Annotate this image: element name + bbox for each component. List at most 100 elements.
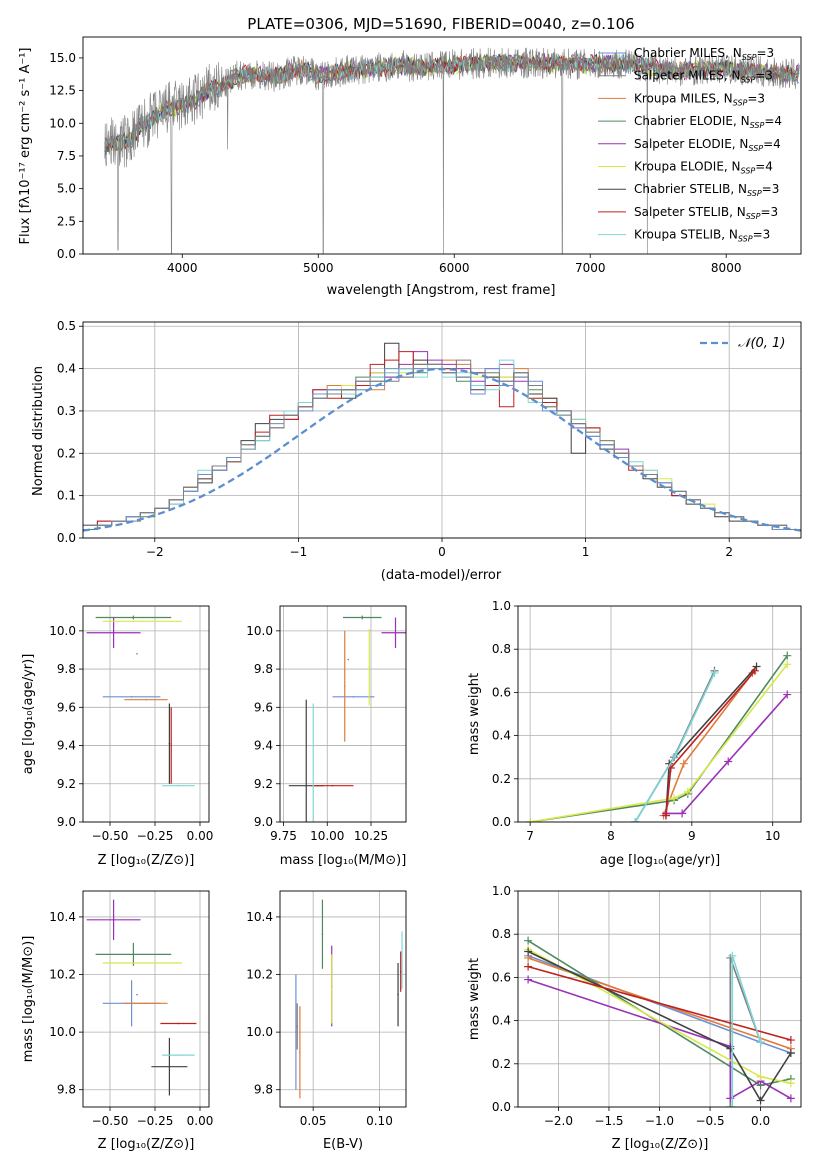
plus-marker bbox=[783, 651, 792, 660]
age-vs-z-panel: Z [log₁₀(Z/Z⊙)] age [log₁₀(age/yr)] −0.5… bbox=[21, 605, 214, 868]
x-tick-label: 2 bbox=[725, 545, 733, 559]
data-point bbox=[177, 1022, 180, 1025]
age-vs-z-frame bbox=[82, 605, 210, 823]
spectrum-frame bbox=[82, 36, 802, 255]
plus-marker bbox=[728, 1103, 737, 1107]
x-tick-label: −2 bbox=[146, 545, 164, 559]
data-point bbox=[145, 1002, 147, 1005]
y-tick-label: 0.1 bbox=[57, 489, 76, 503]
histogram-grid bbox=[83, 322, 801, 539]
y-tick-label: 9.8 bbox=[57, 662, 76, 676]
y-tick-label: 0.4 bbox=[492, 729, 511, 743]
plus-marker bbox=[726, 1103, 735, 1107]
x-tick-label: 0.00 bbox=[187, 829, 214, 843]
y-tick-label: 0.4 bbox=[492, 1014, 511, 1028]
data-point bbox=[343, 685, 346, 688]
age-vs-z-xlabel: Z [log₁₀(Z/Z⊙)] bbox=[98, 853, 195, 868]
x-tick-label: −0.25 bbox=[137, 829, 174, 843]
mass-vs-z-panel: Z [log₁₀(Z/Z⊙)] mass [log₁₀(M/M⊙)] −0.50… bbox=[21, 890, 213, 1152]
mass-weight-line bbox=[666, 694, 788, 815]
data-point bbox=[132, 616, 135, 619]
age-vs-mass-plot bbox=[288, 615, 406, 822]
data-point bbox=[141, 620, 144, 623]
y-tick-label: 12.5 bbox=[49, 84, 76, 98]
x-tick-label: 8000 bbox=[711, 261, 742, 275]
mass-vs-z-ylabel: mass [log₁₀(M/M⊙)] bbox=[21, 936, 36, 1063]
plus-marker bbox=[671, 751, 680, 760]
plus-marker bbox=[786, 1094, 795, 1103]
plus-marker bbox=[526, 818, 535, 822]
y-tick-label: 10.4 bbox=[49, 910, 76, 924]
plus-marker bbox=[750, 666, 759, 675]
massweight-vs-age-xlabel: age [log₁₀(age/yr)] bbox=[600, 853, 721, 868]
mass-vs-ebv-ticks: 0.05 0.10 9.8 10.0 10.2 10.4 bbox=[246, 910, 393, 1128]
histogram-ticks: −2 −1 0 1 2 0.0 0.1 0.2 0.3 0.4 0.5 bbox=[57, 319, 733, 559]
x-tick-label: 0.05 bbox=[300, 1114, 327, 1128]
data-point bbox=[347, 658, 350, 661]
x-tick-label: 10.25 bbox=[354, 829, 388, 843]
age-vs-mass-panel: mass [log₁₀(M/M⊙)] 9.75 10.00 10.259.09.29… bbox=[246, 605, 407, 868]
x-tick-label: −0.50 bbox=[92, 829, 129, 843]
y-tick-label: 15.0 bbox=[49, 51, 76, 65]
histogram-frame bbox=[82, 321, 802, 539]
y-tick-label: 9.2 bbox=[254, 777, 273, 791]
plus-marker bbox=[756, 1096, 765, 1105]
x-tick-label: 7 bbox=[526, 829, 534, 843]
mass-vs-z-xlabel: Z [log₁₀(Z/Z⊙)] bbox=[98, 1137, 195, 1152]
y-tick-label: 0.0 bbox=[492, 815, 511, 829]
spectrum-legend: Chabrier MILES, NSSP=3 Salpeter MILES, NS… bbox=[598, 46, 782, 244]
mass-weight-line bbox=[665, 665, 758, 816]
y-tick-label: 0.2 bbox=[492, 772, 511, 786]
histogram-step-line bbox=[83, 359, 801, 530]
massweight-vs-age-ticks: 7 8 9 10 0.0 0.2 0.4 0.6 0.8 1.0 bbox=[492, 599, 780, 843]
data-point bbox=[112, 631, 115, 634]
x-tick-label: 4000 bbox=[167, 261, 198, 275]
x-tick-label: 10.00 bbox=[310, 829, 344, 843]
x-tick-label: 9.75 bbox=[270, 829, 297, 843]
legend-entry-label: Kroupa ELODIE, NSSP=4 bbox=[634, 160, 773, 176]
histogram-ylabel: Normed distribution bbox=[31, 366, 46, 496]
age-vs-mass-frame bbox=[279, 605, 407, 823]
mass-weight-line bbox=[529, 663, 788, 822]
mass-vs-ebv-panel: E(B-V) 0.05 0.10 9.8 10.0 10.2 10.4 bbox=[246, 890, 407, 1152]
data-point bbox=[170, 744, 172, 747]
x-tick-label: 0.0 bbox=[751, 1114, 770, 1128]
y-tick-label: 0.6 bbox=[492, 970, 511, 984]
age-vs-z-grid bbox=[83, 606, 209, 823]
y-tick-label: 9.8 bbox=[254, 662, 273, 676]
data-point bbox=[177, 1054, 180, 1056]
data-point bbox=[321, 933, 324, 935]
age-vs-mass-xlabel: mass [log₁₀(M/M⊙)] bbox=[280, 853, 407, 868]
y-tick-label: 9.6 bbox=[57, 700, 76, 714]
legend-entry-label: Chabrier ELODIE, NSSP=4 bbox=[634, 114, 782, 130]
y-tick-label: 10.0 bbox=[49, 1025, 76, 1039]
mass-weight-line bbox=[529, 655, 788, 822]
legend-entry-label: Chabrier MILES, NSSP=3 bbox=[634, 46, 774, 62]
y-tick-label: 0.2 bbox=[57, 446, 76, 460]
massweight-vs-z-ylabel: mass weight bbox=[467, 958, 482, 1040]
plus-marker bbox=[679, 759, 688, 768]
y-tick-label: 10.4 bbox=[246, 910, 273, 924]
plus-marker bbox=[756, 1038, 765, 1047]
y-tick-label: 9.6 bbox=[254, 700, 273, 714]
data-point bbox=[296, 1025, 299, 1028]
data-point bbox=[136, 652, 138, 655]
age-vs-z-plot bbox=[86, 615, 195, 787]
data-point bbox=[136, 993, 138, 996]
spectrum-plot bbox=[104, 47, 800, 254]
y-tick-label: 0.8 bbox=[492, 642, 511, 656]
y-tick-label: 0.4 bbox=[57, 362, 76, 376]
plus-marker bbox=[783, 660, 792, 669]
data-point bbox=[331, 784, 334, 787]
x-tick-label: −0.50 bbox=[92, 1114, 129, 1128]
massweight-vs-z-ticks: −2.0 −1.5 −1.0 −0.5 0.0 0.0 0.2 0.4 0.6 0.8 1.0 bbox=[492, 884, 770, 1128]
mass-vs-ebv-grid bbox=[280, 891, 406, 1107]
plus-marker bbox=[524, 962, 533, 971]
legend-entry-label: Kroupa MILES, NSSP=3 bbox=[634, 91, 765, 107]
mass-vs-z-plot bbox=[86, 899, 197, 1096]
data-point bbox=[330, 988, 333, 990]
mass-vs-ebv-frame bbox=[279, 890, 407, 1108]
plus-marker bbox=[683, 787, 692, 796]
gaussian-curve bbox=[83, 367, 801, 532]
